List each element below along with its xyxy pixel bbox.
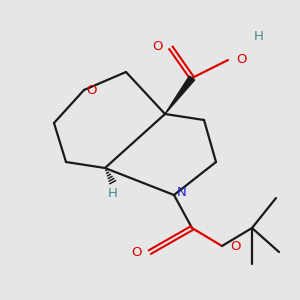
Text: H: H	[254, 29, 263, 43]
Text: H: H	[108, 187, 117, 200]
Text: O: O	[152, 40, 163, 53]
Text: O: O	[236, 53, 247, 66]
Polygon shape	[165, 76, 195, 114]
Text: N: N	[177, 185, 187, 199]
Text: O: O	[230, 239, 241, 253]
Text: O: O	[86, 83, 97, 97]
Text: O: O	[131, 245, 142, 259]
